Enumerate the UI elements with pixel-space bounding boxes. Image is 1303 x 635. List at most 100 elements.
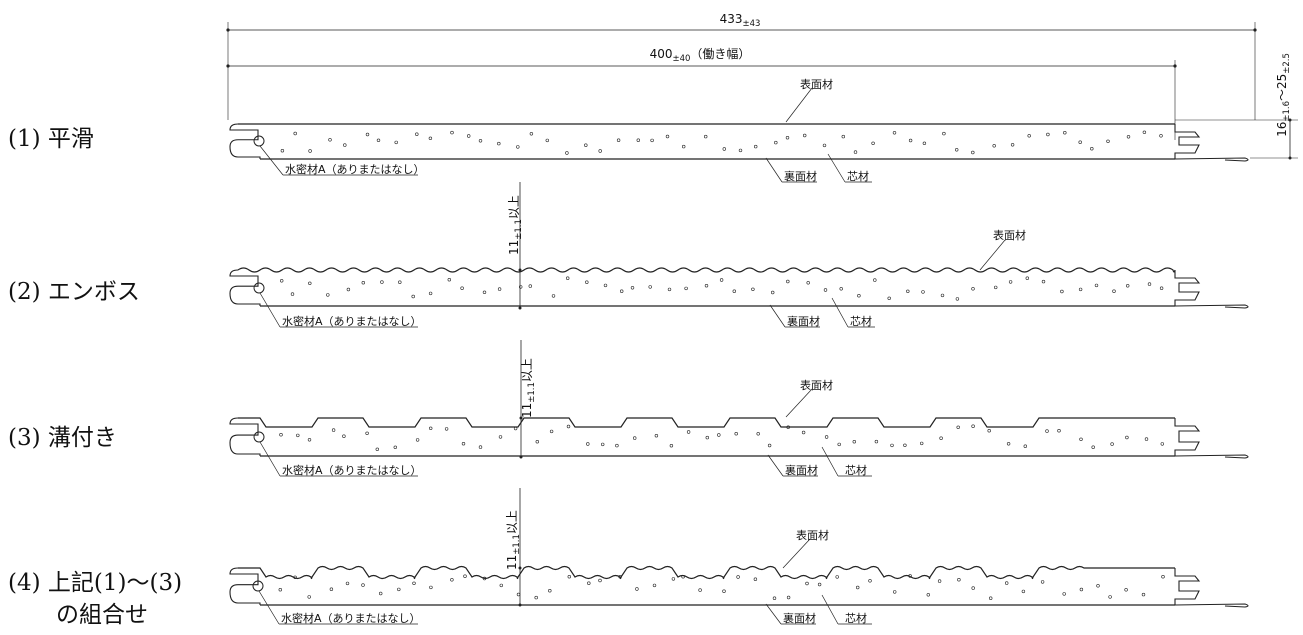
core-dot [671, 577, 676, 581]
core-dot [467, 134, 471, 138]
panel-emboss: (2) エンボス 11±1.1以上 表面材 裏面材 芯材 水密材A（ありまたはな… [8, 182, 1249, 328]
core-dot [516, 145, 520, 149]
core-dot [618, 574, 622, 579]
core-dot [444, 427, 449, 431]
core-dot [1004, 581, 1009, 585]
core-dot [598, 578, 602, 583]
core-dot [499, 583, 503, 588]
core-dot [548, 588, 552, 593]
core-dots [280, 276, 1164, 301]
seal-material-label: 水密材A（ありまたはなし） [282, 463, 422, 477]
core-dot [1141, 592, 1146, 597]
core-dot [1110, 442, 1114, 446]
svg-text:16±1.6～25±2.5: 16±1.6～25±2.5 [1275, 53, 1292, 137]
thickness-max: 25 [1275, 74, 1289, 89]
core-dot [516, 592, 521, 597]
core-dot [698, 588, 702, 592]
core-dot [1079, 587, 1084, 592]
core-dot [871, 141, 875, 146]
panel-label: (4) 上記(1)～(3) [8, 570, 182, 596]
core-dot [921, 290, 925, 294]
core-dot [734, 432, 738, 436]
core-dot [415, 132, 419, 136]
face-material-line [237, 267, 1176, 273]
core-dot [635, 587, 639, 591]
core-dot [987, 429, 991, 433]
core-dot [669, 444, 674, 448]
core-dot [307, 438, 312, 442]
core-dot [954, 148, 959, 152]
core-dot [565, 276, 570, 280]
core-dot [801, 430, 806, 435]
back-material-label: 裏面材 [787, 314, 820, 328]
thickness-sep: ～ [1275, 89, 1289, 101]
core-dot [926, 593, 930, 597]
core-dot [868, 579, 872, 583]
core-dot [732, 289, 736, 293]
working-width-value: 400 [650, 47, 673, 61]
core-dot [365, 431, 369, 435]
overall-width-dimension: 433±43 [226, 12, 1257, 120]
core-dots [278, 574, 1165, 600]
core-dot [993, 285, 998, 290]
core-dot [650, 138, 654, 143]
core-dot [342, 434, 346, 438]
core-dot [1090, 147, 1094, 151]
core-dot [630, 286, 635, 290]
core-dot [397, 587, 401, 592]
core-dot [940, 293, 945, 298]
core-dot [326, 293, 330, 297]
core-dot [922, 141, 927, 146]
core-dot [636, 138, 640, 142]
core-material-label: 芯材 [850, 314, 872, 328]
left-joint [229, 567, 261, 605]
core-dot [615, 443, 619, 448]
panel-flat: (1) 平滑 表面材 裏面材 芯材 水密材A（ありまたはなし） [8, 77, 1249, 183]
core-dot [478, 139, 483, 143]
core-dot [497, 141, 501, 146]
core-dot [482, 576, 487, 581]
core-dot [874, 439, 879, 444]
core-dot [308, 149, 312, 153]
core-dot [518, 285, 523, 289]
back-material-label: 裏面材 [784, 169, 817, 183]
core-dot [566, 424, 571, 429]
core-dot [942, 131, 946, 136]
core-dot [529, 132, 534, 136]
face-material-line [238, 565, 1175, 580]
core-material-label: 芯材 [845, 463, 867, 477]
core-dot [398, 280, 402, 284]
core-dot [585, 280, 589, 284]
core-dot [1027, 134, 1031, 138]
core-dot [753, 577, 758, 581]
core-dot [632, 436, 637, 440]
core-dots [279, 424, 1165, 451]
core-dot [565, 151, 569, 155]
core-dot [1078, 140, 1082, 144]
core-dot [908, 574, 912, 578]
svg-text:433±43: 433±43 [720, 12, 761, 29]
core-dot [841, 134, 845, 139]
core-dot [835, 575, 839, 579]
working-width-tol: ±40 [672, 54, 690, 64]
core-dot [1124, 588, 1128, 592]
panel-label: (2) エンボス [8, 279, 140, 305]
core-dot [1040, 580, 1045, 584]
core-dot [890, 443, 894, 448]
core-dot [551, 294, 556, 298]
core-dot [1108, 595, 1112, 599]
overall-width-value: 433 [720, 12, 743, 26]
core-dot [903, 443, 907, 447]
core-dot [892, 131, 897, 135]
core-dot [1106, 139, 1110, 144]
core-dot [429, 426, 433, 430]
depth-dimension-text: 11±1.1以上 [520, 358, 537, 418]
core-dot [703, 134, 708, 139]
core-dot [1144, 437, 1149, 441]
core-dot [853, 150, 858, 154]
depth-dimension-text: 11±1.1以上 [507, 195, 524, 255]
core-dot [587, 581, 591, 585]
core-dot [376, 138, 381, 143]
core-dot [1159, 286, 1164, 290]
face-material-label: 表面材 [993, 228, 1026, 242]
